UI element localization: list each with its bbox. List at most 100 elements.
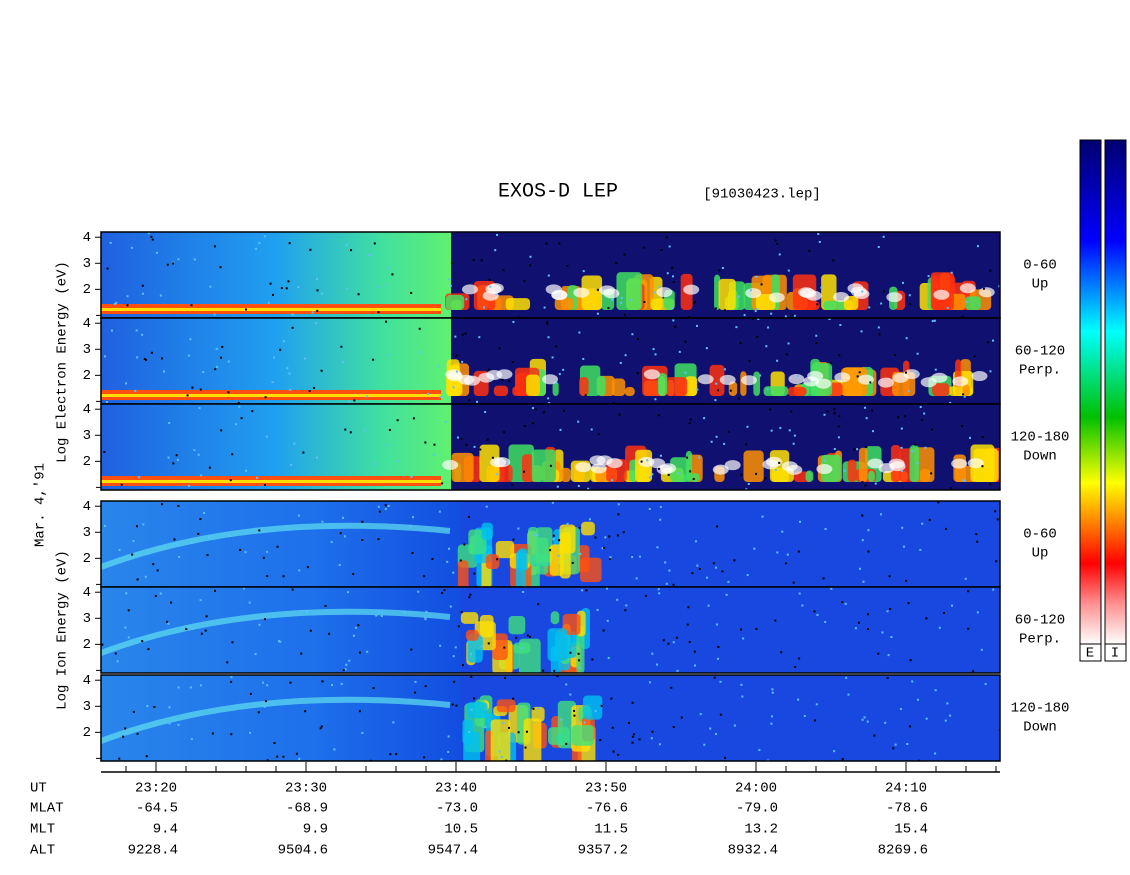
speckle [863, 716, 866, 719]
speckle [820, 286, 823, 289]
blob [807, 371, 824, 382]
speckle [743, 314, 746, 317]
speckle [676, 669, 679, 672]
speckle [665, 582, 668, 585]
speckle [920, 418, 923, 421]
speckle [552, 534, 555, 537]
speckle [733, 724, 736, 727]
speckle [488, 278, 491, 281]
speckle [230, 680, 233, 683]
speckle [189, 338, 192, 341]
speckle [455, 704, 458, 707]
speckle [606, 587, 609, 590]
speckle [185, 628, 188, 631]
speckle [770, 312, 773, 315]
speckle [354, 626, 357, 629]
speckle [961, 425, 964, 428]
speckle [691, 572, 694, 575]
orbit-value: -76.6 [586, 801, 628, 817]
speckle [558, 373, 561, 376]
speckle [446, 560, 449, 563]
spectrogram-layer [101, 318, 1000, 404]
speckle [801, 604, 804, 607]
speckle [808, 249, 811, 252]
speckle [425, 610, 428, 613]
speckle [328, 632, 331, 635]
speckle [392, 721, 395, 724]
speckle [345, 244, 348, 247]
speckle [933, 319, 936, 322]
panel-direction: Up [1032, 277, 1049, 293]
speckle [342, 361, 345, 364]
orbit-value: 8269.6 [878, 843, 928, 859]
speckle [288, 242, 291, 245]
blob [919, 468, 931, 482]
speckle [297, 514, 300, 517]
blob [478, 372, 495, 383]
speckle [432, 453, 435, 456]
y-tick-label: 2 [83, 551, 91, 567]
speckle [931, 320, 934, 323]
speckle [684, 340, 687, 343]
speckle [946, 702, 949, 705]
speckle [262, 556, 265, 559]
speckle [389, 753, 392, 756]
speckle [331, 684, 334, 687]
speckle [484, 726, 487, 729]
speckle [440, 758, 443, 761]
speckle [410, 291, 413, 294]
speckle [359, 651, 362, 654]
speckle [478, 336, 481, 339]
region [101, 318, 451, 404]
speckle [866, 720, 869, 723]
speckle [441, 482, 444, 485]
blob [535, 527, 553, 563]
speckle [438, 510, 441, 513]
blob [496, 699, 516, 713]
colorbar [1079, 139, 1102, 645]
speckle [190, 304, 193, 307]
speckle [159, 592, 162, 595]
speckle [934, 689, 937, 692]
speckle [345, 663, 348, 666]
speckle [635, 577, 638, 580]
speckle [136, 356, 139, 359]
speckle [844, 602, 847, 605]
blob [479, 444, 500, 482]
speckle [256, 476, 259, 479]
speckle [342, 669, 345, 672]
speckle [687, 315, 690, 318]
speckle [534, 408, 537, 411]
speckle [717, 657, 720, 660]
speckle [552, 538, 555, 541]
speckle [866, 613, 869, 616]
speckle [315, 456, 318, 459]
speckle [861, 718, 864, 721]
speckle [562, 368, 565, 371]
speckle [781, 530, 784, 533]
speckle [143, 358, 146, 361]
speckle [248, 601, 251, 604]
speckle [934, 368, 937, 371]
speckle [784, 315, 787, 318]
speckle [202, 371, 205, 374]
speckle [361, 520, 364, 523]
speckle [609, 556, 612, 559]
speckle [692, 477, 695, 480]
speckle [480, 259, 483, 262]
speckle [739, 628, 742, 631]
speckle [707, 604, 710, 607]
speckle [881, 631, 884, 634]
speckle [227, 360, 230, 363]
speckle [199, 599, 202, 602]
speckle [713, 676, 716, 679]
speckle [638, 738, 641, 741]
speckle [340, 682, 343, 685]
speckle [199, 684, 202, 687]
speckle [431, 558, 434, 561]
speckle [756, 335, 759, 338]
speckle [205, 615, 208, 618]
speckle [132, 710, 135, 713]
speckle [754, 310, 757, 313]
speckle [254, 653, 257, 656]
